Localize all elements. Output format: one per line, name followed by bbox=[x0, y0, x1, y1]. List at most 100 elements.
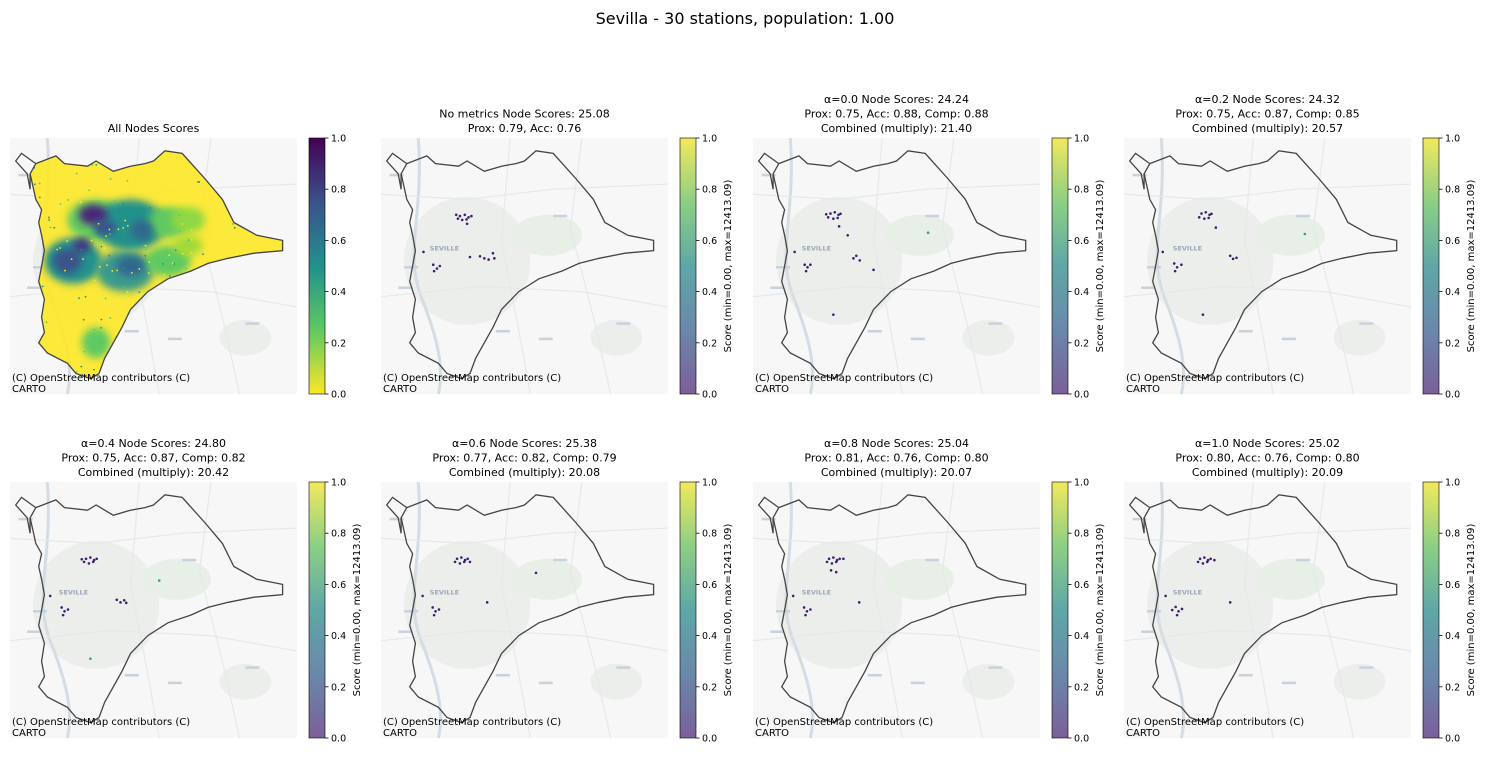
attribution-line1: (C) OpenStreetMap contributors (C) bbox=[755, 373, 933, 384]
urban-area bbox=[775, 540, 903, 669]
road bbox=[10, 527, 297, 545]
attribution-line2: CARTO bbox=[12, 728, 46, 739]
road bbox=[1312, 138, 1355, 394]
city-boundary bbox=[772, 494, 1027, 724]
station-point bbox=[1170, 608, 1174, 612]
colorbar-tick-label: 1.0 bbox=[331, 478, 346, 489]
place-marker bbox=[167, 681, 182, 685]
panel-title: α=0.2 Node Scores: 24.32 bbox=[1195, 93, 1340, 106]
station-point bbox=[1200, 212, 1203, 215]
alcala-area bbox=[219, 663, 272, 700]
map-panel-4: α=0.2 Node Scores: 24.32 Prox: 0.75, Acc:… bbox=[1124, 93, 1477, 401]
station-point bbox=[435, 267, 439, 270]
station-point bbox=[95, 557, 98, 561]
station-point bbox=[1161, 250, 1165, 254]
place-marker bbox=[1296, 214, 1311, 218]
station-point bbox=[1231, 257, 1235, 261]
place-marker bbox=[538, 337, 553, 341]
station-point bbox=[89, 556, 92, 559]
place-marker bbox=[770, 630, 785, 633]
station-point bbox=[805, 609, 809, 613]
colorbar bbox=[308, 137, 326, 395]
attribution-line2: CARTO bbox=[12, 384, 46, 395]
road bbox=[1243, 482, 1274, 738]
road bbox=[569, 138, 612, 394]
city-label: SEVILLE bbox=[802, 589, 831, 597]
station-point bbox=[432, 613, 436, 617]
colorbar bbox=[1422, 137, 1440, 395]
panel-title: Prox: 0.80, Acc: 0.76, Comp: 0.80 bbox=[1175, 452, 1359, 465]
park-area bbox=[1256, 214, 1325, 256]
city-boundary-west bbox=[385, 496, 408, 534]
station-point bbox=[1203, 217, 1206, 220]
station-point bbox=[462, 560, 466, 564]
place-marker bbox=[27, 630, 42, 633]
station-point bbox=[1208, 213, 1211, 217]
alcala-area bbox=[590, 663, 643, 700]
city-boundary-west bbox=[1128, 152, 1151, 190]
colorbar-tick-label: 0.0 bbox=[331, 390, 346, 401]
alcala-area bbox=[590, 319, 643, 356]
city-boundary-west bbox=[1128, 496, 1151, 534]
station-point bbox=[463, 213, 467, 217]
station-point bbox=[458, 214, 462, 218]
colorbar-tick-label: 0.2 bbox=[331, 338, 346, 349]
place-marker bbox=[32, 610, 47, 613]
station-point bbox=[846, 233, 850, 237]
road bbox=[381, 183, 668, 201]
colorbar-tick-label: 0.2 bbox=[1074, 338, 1089, 349]
road bbox=[753, 183, 1040, 201]
place-marker bbox=[389, 173, 404, 177]
park-area bbox=[513, 558, 582, 600]
river-guadalquivir bbox=[412, 138, 443, 394]
place-marker bbox=[18, 517, 33, 521]
park-area bbox=[885, 558, 954, 600]
map-area: SEVILLE (C) OpenStreetMap contributors (C… bbox=[1124, 138, 1411, 394]
station-point bbox=[455, 557, 459, 561]
road bbox=[1124, 527, 1411, 545]
road bbox=[381, 629, 668, 652]
station-point bbox=[84, 557, 88, 561]
station-point bbox=[809, 608, 812, 611]
station-point bbox=[1180, 263, 1183, 267]
place-marker bbox=[27, 286, 42, 289]
station-point bbox=[80, 558, 84, 561]
road bbox=[381, 527, 668, 545]
river-guadalquivir bbox=[1155, 138, 1186, 394]
colorbar-tick-label: 0.8 bbox=[331, 529, 346, 540]
place-marker bbox=[167, 337, 182, 341]
place-marker bbox=[867, 674, 882, 677]
station-point bbox=[827, 557, 831, 561]
urban-area bbox=[32, 540, 160, 669]
colorbar bbox=[308, 481, 326, 739]
place-marker bbox=[398, 630, 413, 633]
place-marker bbox=[867, 330, 882, 333]
colorbar-tick-label: 0.2 bbox=[1074, 682, 1089, 693]
figure-suptitle: Sevilla - 30 stations, population: 1.00 bbox=[596, 9, 895, 28]
alcala-area bbox=[1333, 663, 1386, 700]
colorbar-tick-label: 0.0 bbox=[1445, 734, 1460, 745]
colorbar-tick-label: 0.4 bbox=[331, 287, 346, 298]
station-point bbox=[48, 594, 52, 598]
station-point bbox=[1210, 212, 1213, 216]
station-point bbox=[124, 601, 128, 605]
panel-title: Combined (multiply): 20.07 bbox=[821, 466, 972, 479]
urban-area bbox=[403, 540, 531, 669]
city-label: SEVILLE bbox=[1173, 589, 1202, 597]
attribution-line1: (C) OpenStreetMap contributors (C) bbox=[12, 373, 190, 384]
station-point bbox=[438, 264, 442, 268]
panel-title: α=1.0 Node Scores: 25.02 bbox=[1195, 437, 1340, 450]
station-point bbox=[63, 609, 66, 613]
park-area bbox=[885, 214, 954, 256]
station-point bbox=[793, 250, 796, 254]
station-point bbox=[1180, 607, 1184, 611]
place-marker bbox=[1132, 173, 1147, 177]
colorbar-tick-label: 1.0 bbox=[1074, 478, 1089, 489]
river-guadalquivir bbox=[1155, 482, 1186, 738]
place-marker bbox=[403, 266, 418, 269]
city-boundary bbox=[400, 494, 655, 724]
place-marker bbox=[1146, 266, 1161, 269]
place-marker bbox=[1141, 630, 1156, 633]
station-point-high bbox=[157, 579, 161, 582]
